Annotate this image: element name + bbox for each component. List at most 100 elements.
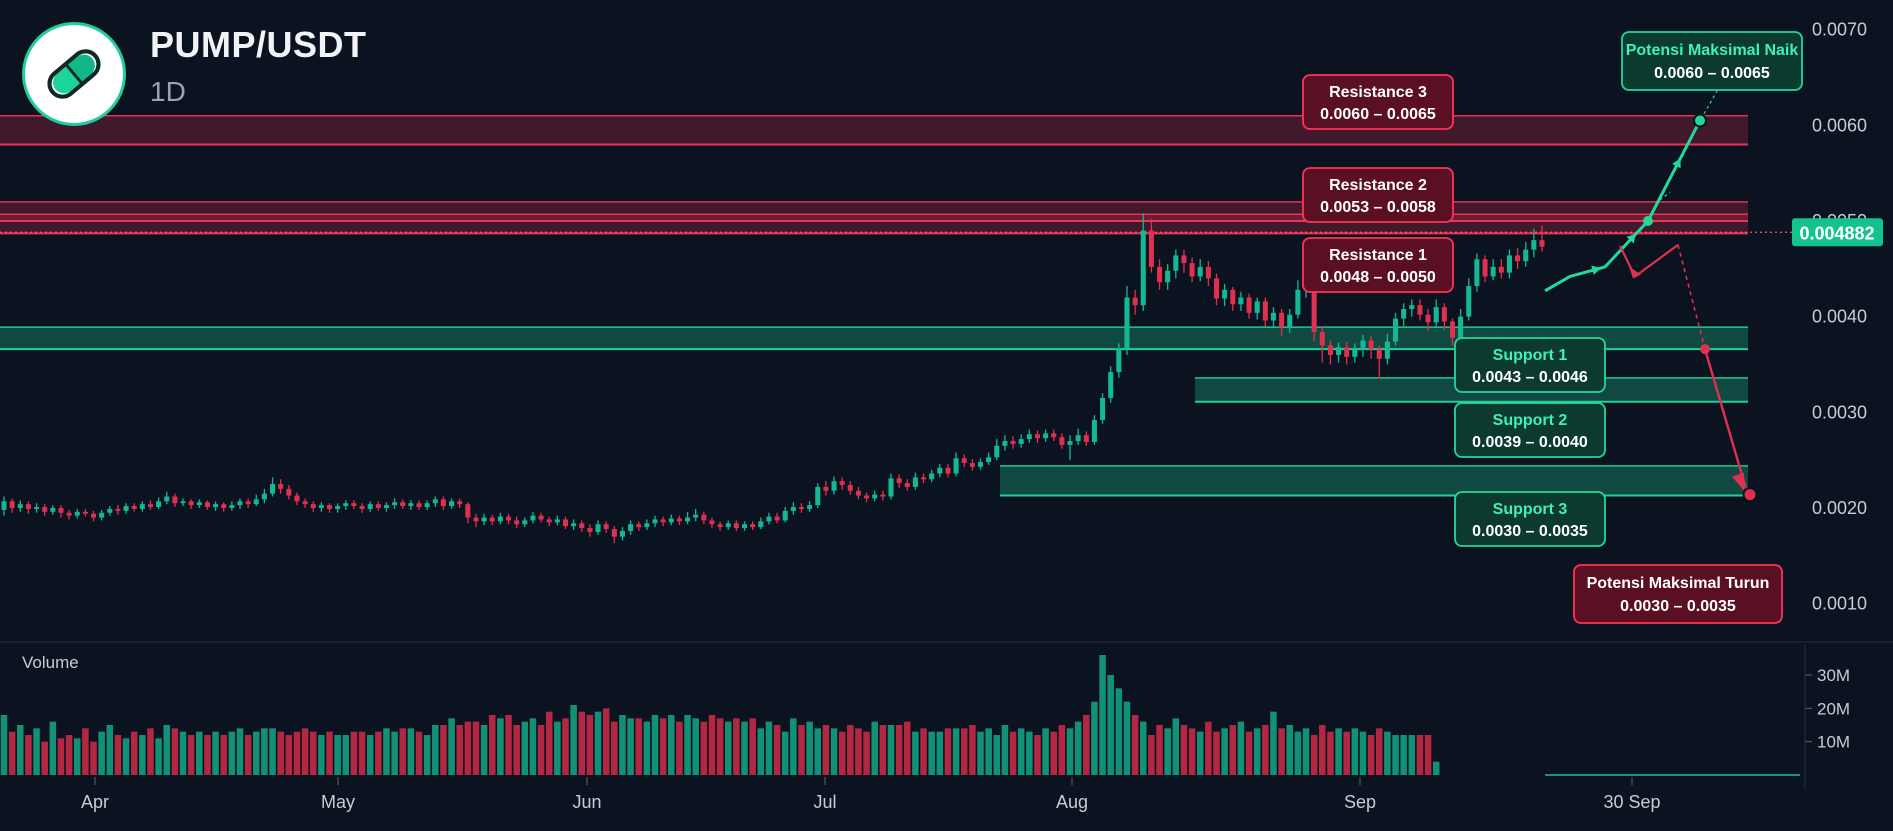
candle-body: [107, 508, 113, 513]
candle-body: [400, 502, 406, 507]
y-tick-label: 0.0010: [1812, 594, 1867, 614]
candle-body: [253, 499, 259, 505]
candle: [514, 516, 520, 529]
y-axis: 0.00700.00600.00500.00400.00300.00200.00…: [1792, 20, 1883, 614]
candle: [1433, 299, 1439, 329]
volume-bar: [1058, 725, 1066, 775]
candle: [147, 500, 153, 510]
candle: [530, 511, 536, 524]
volume-bar: [65, 735, 73, 775]
candle-body: [229, 505, 235, 508]
candle-body: [1043, 433, 1049, 439]
candle-body: [1449, 321, 1456, 338]
candle: [1360, 334, 1366, 357]
candle-body: [383, 505, 389, 508]
volume-bar: [537, 725, 545, 775]
candle-body: [766, 516, 772, 522]
candle: [497, 512, 503, 525]
projection-down-arrowhead: [1732, 472, 1744, 491]
candle: [172, 493, 178, 508]
y-tick-label: 0.0020: [1812, 498, 1867, 518]
candle-body: [213, 504, 219, 508]
candle-body: [961, 458, 967, 464]
candle: [221, 502, 227, 512]
volume-bar: [139, 735, 146, 775]
candle: [457, 498, 463, 508]
candle: [42, 504, 48, 516]
candle-body: [937, 467, 943, 474]
candle: [408, 500, 414, 510]
volume-bar: [1221, 728, 1228, 775]
candle: [465, 502, 471, 524]
volume-bar: [220, 735, 227, 775]
volume-bar: [928, 731, 935, 775]
volume-bar: [423, 735, 431, 775]
zone-label-box: [1454, 402, 1606, 458]
candle-body: [750, 524, 756, 528]
candle-body: [1246, 297, 1252, 313]
candle-body: [245, 501, 251, 505]
candle-body: [904, 483, 910, 487]
candle-body: [823, 486, 829, 491]
volume-bar: [147, 728, 154, 775]
candle: [9, 498, 15, 513]
projection-down-path-b: [1703, 348, 1748, 489]
volume-bar: [602, 708, 610, 775]
candle-body: [717, 524, 723, 528]
volume-bar: [651, 715, 659, 775]
volume-bar: [1245, 731, 1253, 775]
candle-body: [1523, 249, 1529, 262]
candle: [50, 505, 56, 515]
candle-body: [58, 507, 64, 513]
candle-body: [1393, 318, 1399, 342]
candle: [929, 469, 935, 483]
candle-body: [1311, 282, 1317, 332]
volume-bar: [1074, 721, 1082, 775]
zone-label-box: [1302, 237, 1454, 293]
projection-layer: [1544, 81, 1758, 503]
candle: [1515, 247, 1521, 269]
candle-body: [929, 473, 935, 480]
candle: [367, 501, 373, 512]
volume-bar: [1213, 731, 1220, 775]
candle-body: [855, 490, 861, 496]
candle: [1205, 261, 1211, 287]
candle: [733, 520, 739, 531]
candle: [701, 511, 707, 525]
volume-bar: [25, 735, 32, 775]
candle-body: [1067, 441, 1073, 445]
volume-bar: [350, 731, 358, 775]
candle: [864, 492, 870, 503]
candle-body: [156, 501, 162, 508]
volume-bar: [684, 715, 691, 775]
volume-bar: [724, 721, 732, 775]
y-tick-label: 0.0040: [1812, 307, 1867, 327]
candle-body: [1458, 316, 1464, 338]
target-label-name: Potensi Maksimal Turun: [1587, 575, 1770, 592]
zone-label-box: [1454, 337, 1606, 393]
volume-bar: [1253, 728, 1261, 775]
candle-body: [652, 519, 658, 524]
volume-bar: [627, 718, 634, 775]
volume-bar: [765, 721, 773, 775]
volume-bar: [887, 725, 895, 775]
candle-body: [99, 512, 105, 518]
zone-label-name: Resistance 2: [1329, 177, 1427, 194]
zone-label-range: 0.0030 – 0.0035: [1472, 523, 1588, 540]
volume-bar: [781, 731, 789, 775]
candle-body: [1336, 347, 1342, 355]
volume-bar: [1359, 731, 1367, 775]
candle: [538, 512, 544, 523]
volume-bar: [806, 721, 813, 775]
timeframe-label: 1D: [150, 76, 186, 107]
candle-body: [538, 515, 544, 520]
candle: [1376, 345, 1382, 379]
candle-body: [1539, 240, 1545, 247]
candle-body: [465, 504, 471, 518]
candle-body: [123, 506, 129, 511]
volume-bar: [505, 715, 512, 775]
volume-bar: [448, 718, 455, 775]
candle: [1319, 326, 1325, 363]
y-tick-label: 0.0030: [1812, 402, 1867, 422]
